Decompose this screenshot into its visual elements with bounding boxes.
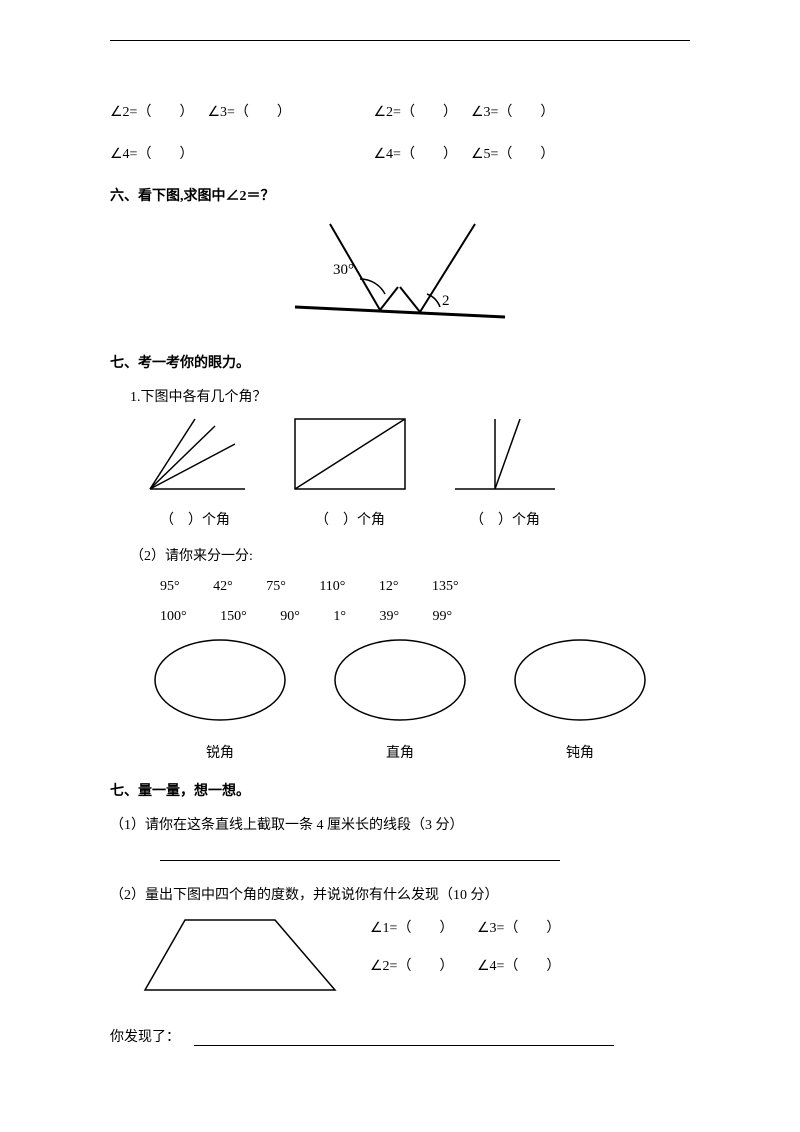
- ellipse-obtuse: 钝角: [510, 635, 650, 762]
- section-7b-title: 七、量一量，想一想。: [110, 780, 690, 800]
- angle-blank: ∠3=（ ）: [471, 105, 554, 120]
- blank-line-wrap: [110, 846, 690, 866]
- fig-caption: （ ）个角: [290, 509, 410, 529]
- ellipse-svg: [510, 635, 650, 725]
- vert-svg: [450, 414, 560, 494]
- blank-line: [160, 846, 560, 861]
- angle-blank: ∠4=（ ）: [110, 147, 193, 162]
- ellipse-svg: [150, 635, 290, 725]
- ellipse-label: 锐角: [150, 742, 290, 762]
- angle-val: 12°: [379, 579, 399, 595]
- discover-row: 你发现了：: [110, 1026, 690, 1046]
- ellipse-label: 钝角: [510, 742, 650, 762]
- angle-val: 110°: [319, 579, 345, 595]
- angle-blank: ∠4=（ ）: [477, 955, 560, 975]
- ellipse-svg: [330, 635, 470, 725]
- label-30deg: 30°: [333, 262, 354, 278]
- angle-val: 95°: [160, 579, 180, 595]
- worksheet-page: ∠2=（ ） ∠3=（ ） ∠2=（ ） ∠3=（ ） ∠4=（ ） ∠4=（ …: [0, 0, 800, 1132]
- angle-diagram-svg: 30° 2: [290, 219, 510, 329]
- angle-val: 39°: [379, 609, 399, 625]
- angle-blank: ∠4=（ ）: [374, 147, 457, 162]
- section-7a-title: 七、考一考你的眼力。: [110, 352, 690, 372]
- angle-val: 99°: [433, 609, 453, 625]
- top-rule: [110, 40, 690, 41]
- rays-svg: [140, 414, 250, 494]
- q7a-1: 1.下图中各有几个角？: [130, 386, 690, 406]
- angle-blank: ∠3=（ ）: [477, 917, 560, 937]
- angle-val: 90°: [280, 609, 300, 625]
- angle-values-row1: 95° 42° 75° 110° 12° 135°: [160, 579, 690, 595]
- rect-svg: [290, 414, 410, 494]
- angle-val: 150°: [220, 609, 247, 625]
- angle-val: 42°: [213, 579, 233, 595]
- q7b-2-content: ∠1=（ ） ∠3=（ ） ∠2=（ ） ∠4=（ ）: [140, 910, 690, 1000]
- q7a-figures: （ ）个角 （ ）个角 （ ）个角: [140, 414, 690, 529]
- angle-val: 75°: [266, 579, 286, 595]
- angle-val: 100°: [160, 609, 187, 625]
- angle-row-1: ∠2=（ ） ∠3=（ ） ∠2=（ ） ∠3=（ ）: [110, 101, 690, 121]
- section-6-title: 六、看下图,求图中∠2＝？: [110, 185, 690, 205]
- q7a-2: （2）请你来分一分:: [130, 545, 690, 565]
- label-2: 2: [442, 293, 450, 309]
- angle-blank: ∠1=（ ）: [370, 917, 453, 937]
- discover-blank: [194, 1031, 614, 1046]
- figure-angle-30: 30° 2: [110, 219, 690, 334]
- angle-blank: ∠2=（ ）: [370, 955, 453, 975]
- discover-label: 你发现了：: [110, 1030, 180, 1045]
- trapezoid-svg: [140, 910, 340, 1000]
- angle-values-row2: 100° 150° 90° 1° 39° 99°: [160, 609, 690, 625]
- fig-caption: （ ）个角: [450, 509, 560, 529]
- trapezoid-angle-blanks: ∠1=（ ） ∠3=（ ） ∠2=（ ） ∠4=（ ）: [370, 917, 580, 993]
- q7b-1: （1）请你在这条直线上截取一条 4 厘米长的线段（3 分）: [110, 814, 690, 834]
- fig-vert: （ ）个角: [450, 414, 560, 529]
- angle-blank: ∠2=（ ）: [374, 105, 457, 120]
- angle-blank: ∠2=（ ）: [110, 105, 193, 120]
- angle-val: 1°: [333, 609, 346, 625]
- angle-blank: ∠5=（ ）: [471, 147, 554, 162]
- classification-ellipses: 锐角 直角 钝角: [130, 635, 670, 762]
- ellipse-label: 直角: [330, 742, 470, 762]
- angle-blank: ∠3=（ ）: [207, 105, 290, 120]
- q7b-2: （2）量出下图中四个角的度数，并说说你有什么发现（10 分）: [110, 884, 690, 904]
- fig-rays: （ ）个角: [140, 414, 250, 529]
- angle-val: 135°: [432, 579, 459, 595]
- ellipse-acute: 锐角: [150, 635, 290, 762]
- fig-caption: （ ）个角: [140, 509, 250, 529]
- angle-row-2: ∠4=（ ） ∠4=（ ） ∠5=（ ）: [110, 143, 690, 163]
- ellipse-right: 直角: [330, 635, 470, 762]
- fig-rect: （ ）个角: [290, 414, 410, 529]
